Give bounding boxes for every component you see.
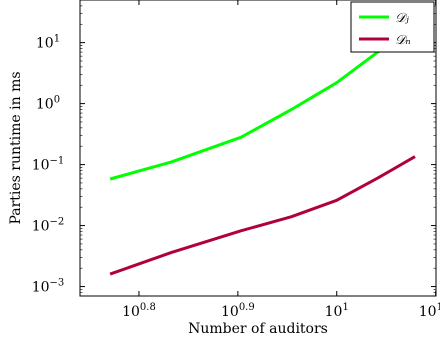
x-axis-label: Number of auditors [188,321,328,337]
legend-box [350,1,435,53]
y-axis-label: Parties runtime in ms [8,71,24,224]
x-tick-label: 101 [325,302,349,320]
y-tick-label: 10−3 [32,278,65,296]
x-tick-label: 100.8 [122,302,156,320]
y-tick-label: 10−1 [32,156,65,174]
x-tick-label: 101.1 [419,302,440,320]
y-tick-label: 10−2 [32,217,65,235]
legend: 𝒟ⱼ 𝒟ₙ [350,1,435,53]
series-layer [109,28,416,276]
legend-label-2: 𝒟ₙ [395,33,411,48]
series-line-2 [109,155,416,276]
x-tick-label: 100.9 [221,302,255,320]
plot-frame [79,0,437,297]
series-line-1 [109,28,416,181]
legend-label-1: 𝒟ⱼ [395,11,409,26]
x-axis-ticks: 100.8 100.9 101 101.1 [122,0,440,320]
y-tick-label: 101 [36,34,60,52]
y-tick-label: 100 [36,95,60,113]
plot-area [79,0,437,297]
y-axis-ticks: 10−3 10−2 10−1 100 101 [32,0,436,297]
